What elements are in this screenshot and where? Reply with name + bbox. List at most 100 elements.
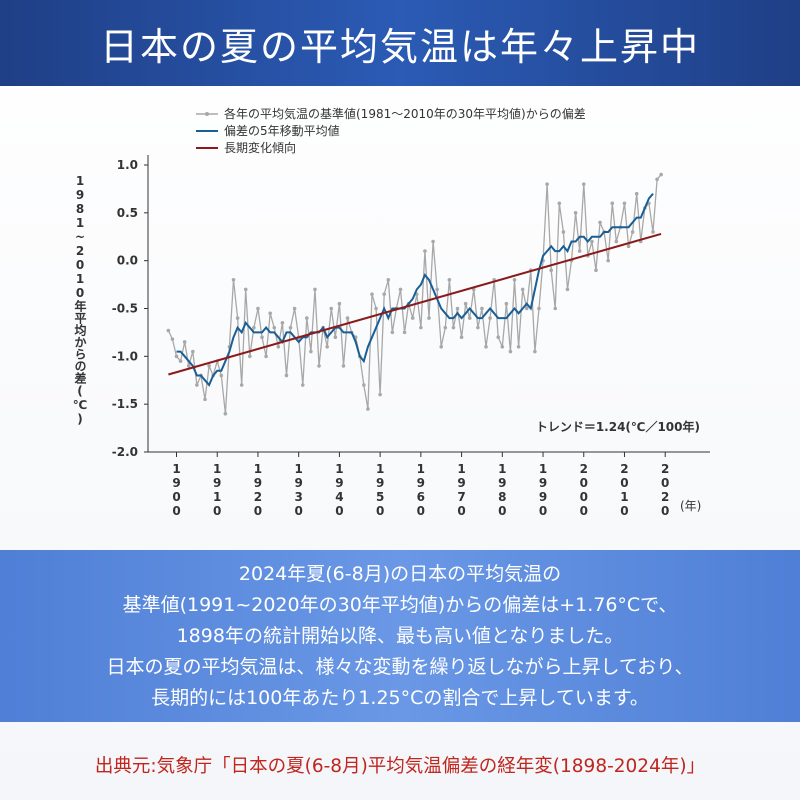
point: [190, 349, 195, 354]
point: [447, 278, 452, 282]
point: [581, 182, 586, 186]
x-tick-label: 1950: [373, 462, 387, 518]
point: [463, 301, 468, 306]
point: [427, 316, 431, 320]
summary-line: 1898年の統計開始以降、最も高い値となりました。: [176, 624, 624, 647]
point: [516, 344, 521, 349]
point: [203, 397, 207, 402]
point: [341, 364, 346, 368]
legend-label: 偏差の5年移動平均値: [224, 123, 340, 138]
point: [488, 316, 492, 320]
point: [480, 306, 484, 311]
point: [614, 239, 619, 244]
y-tick-label: -1.5: [112, 397, 138, 411]
x-tick-label: 2000: [577, 462, 591, 518]
x-unit: (年): [680, 499, 701, 513]
point: [231, 278, 236, 282]
x-tick-label: 1930: [292, 462, 306, 518]
y-tick-label: 0.0: [117, 254, 138, 268]
x-tick-label: 1920: [251, 462, 265, 518]
legend-label: 各年の平均気温の基準値(1981〜2010年の30年平均値)からの偏差: [224, 106, 586, 121]
point: [606, 258, 610, 263]
y-tick-label: 0.5: [117, 206, 138, 220]
point: [626, 244, 631, 249]
point: [496, 335, 501, 339]
legend-label: 長期変化傾向: [224, 140, 296, 155]
point: [390, 330, 395, 335]
point: [170, 337, 175, 341]
point: [508, 349, 513, 354]
legend-marker: [205, 112, 209, 116]
summary-line: 2024年夏(6-8月)の日本の平均気温の: [238, 562, 562, 585]
point: [325, 344, 329, 349]
point: [288, 325, 293, 330]
point: [402, 330, 407, 335]
point: [512, 278, 517, 282]
point: [248, 354, 252, 359]
summary-line: 基準値(1991~2020年の30年平均値)からの偏差は+1.76°Cで、: [122, 593, 678, 616]
point: [239, 383, 244, 387]
point: [382, 292, 387, 296]
point: [256, 306, 260, 311]
point: [504, 301, 509, 306]
point: [533, 349, 537, 354]
x-tick-label: 2010: [617, 462, 631, 518]
summary-line: 長期的には100年あたり1.25°Cの割合で上昇しています。: [151, 686, 649, 709]
point: [451, 325, 456, 330]
series-line: [176, 193, 654, 387]
point: [455, 306, 460, 311]
point: [410, 316, 415, 320]
point: [524, 306, 529, 311]
point: [459, 335, 464, 339]
point: [598, 220, 602, 225]
point: [284, 373, 289, 378]
point: [431, 239, 435, 244]
point: [219, 373, 224, 378]
point: [362, 383, 366, 387]
point: [305, 316, 309, 320]
header: 日本の夏の平均気温は年々上昇中: [0, 0, 800, 86]
point: [235, 316, 240, 320]
point: [553, 306, 558, 311]
source: 出典元:気象庁「日本の夏(6-8月)平均気温偏差の経年変(1898-2024年)…: [94, 756, 706, 777]
point: [545, 182, 549, 186]
point: [195, 383, 199, 387]
chart: 1.0 0.5 0.0 -0.5 -1.0 -1.5 -2.0 1900 1910 1920 193…: [73, 106, 710, 518]
point: [268, 311, 272, 316]
point: [345, 316, 350, 320]
x-tick-label: 1940: [332, 462, 346, 518]
point: [313, 287, 317, 292]
point: [590, 239, 594, 244]
point: [174, 354, 179, 359]
point: [634, 191, 639, 196]
point: [537, 306, 541, 311]
point: [659, 172, 663, 177]
series-line: [168, 232, 662, 376]
point: [651, 230, 655, 234]
point: [561, 230, 566, 234]
point: [260, 335, 264, 339]
point: [300, 383, 305, 387]
point: [366, 407, 370, 411]
point: [419, 325, 423, 330]
point: [443, 325, 448, 330]
point: [500, 344, 505, 349]
header-title: 日本の夏の平均気温は年々上昇中: [99, 24, 700, 69]
x-tick-label: 1910: [210, 462, 224, 518]
y-axis-label: 1981~2010年平均からの差(℃): [73, 174, 87, 426]
x-tick-label: 1960: [414, 462, 428, 518]
x-tick-label: 1980: [495, 462, 509, 518]
point: [252, 325, 256, 330]
x-tick-label: 1900: [170, 462, 184, 518]
point: [186, 364, 191, 368]
point: [276, 344, 281, 349]
point: [166, 328, 171, 333]
point: [423, 249, 427, 253]
point: [476, 325, 480, 330]
point: [439, 344, 444, 349]
point: [594, 268, 598, 273]
summary-box: 2024年夏(6-8月)の日本の平均気温の基準値(1991~2020年の30年平…: [0, 550, 800, 722]
point: [622, 201, 627, 206]
point: [292, 306, 297, 311]
y-tick-label: -1.0: [112, 349, 138, 363]
